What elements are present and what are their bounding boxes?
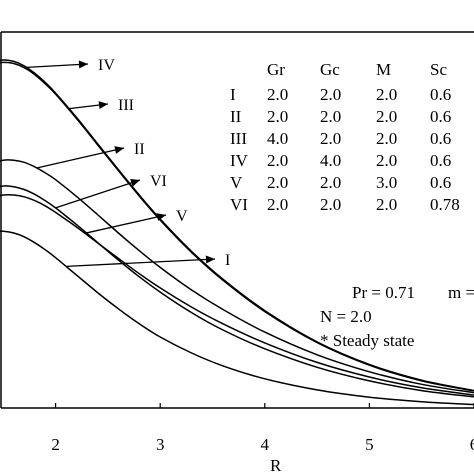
table-cell: 2.0	[320, 129, 341, 148]
parameter-table: Gr Gc M Sc I 2.0 2.0 2.0 0.6 II 2.0 2.0 2.0 0.6 III 4.0…	[230, 60, 460, 214]
table-cell: 4.0	[320, 151, 341, 170]
table-cell: VI	[230, 195, 248, 214]
x-tick-label: 5	[365, 435, 374, 454]
table-cell: 3.0	[376, 173, 397, 192]
label-arrowhead-iv	[78, 60, 88, 69]
table-cell: IV	[230, 151, 249, 170]
table-cell: 2.0	[267, 173, 288, 192]
table-cell: 4.0	[267, 129, 288, 148]
annotation-steady: * Steady state	[320, 331, 414, 350]
table-cell: 2.0	[376, 107, 397, 126]
table-cell: 0.6	[430, 107, 451, 126]
table-cell: 0.6	[430, 173, 451, 192]
table-cell: I	[230, 85, 236, 104]
x-axis-label: R	[270, 456, 282, 474]
label-arrowhead-vi	[130, 179, 140, 187]
curve-label-ii: II	[134, 141, 145, 158]
annotation-block: Pr = 0.71 m = N = 2.0 * Steady state	[320, 283, 474, 350]
table-cell: 2.0	[376, 151, 397, 170]
label-arrow-ii	[36, 147, 125, 169]
label-arrowhead-v	[156, 213, 166, 221]
table-cell: 0.78	[430, 195, 460, 214]
table-cell: 2.0	[320, 195, 341, 214]
label-arrow-v	[84, 214, 167, 234]
table-cell: 0.6	[430, 85, 451, 104]
annotation-m: m =	[448, 283, 474, 302]
table-cell: 2.0	[267, 151, 288, 170]
curve-label-v: V	[176, 208, 188, 225]
table-cell: 0.6	[430, 151, 451, 170]
x-tick-label: 3	[156, 435, 165, 454]
label-arrowhead-iii	[98, 101, 108, 110]
curve-label-vi: VI	[150, 173, 167, 190]
table-cell: 0.6	[430, 129, 451, 148]
table-header: Sc	[430, 60, 447, 79]
table-cell: 2.0	[320, 85, 341, 104]
table-header: Gc	[320, 60, 340, 79]
table-cell: 2.0	[320, 107, 341, 126]
curve-label-iii: III	[118, 97, 134, 114]
table-cell: II	[230, 107, 242, 126]
table-cell: V	[230, 173, 243, 192]
series-line-i	[0, 230, 474, 406]
series-curves	[0, 59, 474, 406]
x-tick-label: 4	[261, 435, 270, 454]
label-arrow-vi	[55, 179, 141, 209]
table-cell: 2.0	[320, 173, 341, 192]
table-cell: III	[230, 129, 247, 148]
x-tick-label: 6	[470, 435, 474, 454]
label-arrow-iv	[26, 63, 89, 69]
series-line-v	[0, 193, 474, 396]
curve-label-i: I	[225, 252, 230, 269]
curve-label-iv: IV	[98, 57, 115, 74]
series-line-ii	[0, 159, 474, 394]
table-cell: 2.0	[376, 85, 397, 104]
series-line-vi	[0, 185, 474, 398]
series-line-iii	[0, 61, 474, 392]
table-header: Gr	[267, 60, 285, 79]
annotation-pr: Pr = 0.71	[352, 283, 415, 302]
table-header: M	[376, 60, 391, 79]
table-cell: 2.0	[376, 195, 397, 214]
table-cell: 2.0	[267, 195, 288, 214]
label-arrowhead-ii	[114, 146, 124, 154]
x-ticks: 2 3 4 5 6	[51, 403, 474, 454]
table-cell: 2.0	[376, 129, 397, 148]
x-tick-label: 2	[51, 435, 60, 454]
table-cell: 2.0	[267, 85, 288, 104]
label-arrow-i	[66, 258, 216, 268]
annotation-n: N = 2.0	[320, 307, 372, 326]
label-arrowhead-i	[205, 255, 215, 264]
table-cell: 2.0	[267, 107, 288, 126]
